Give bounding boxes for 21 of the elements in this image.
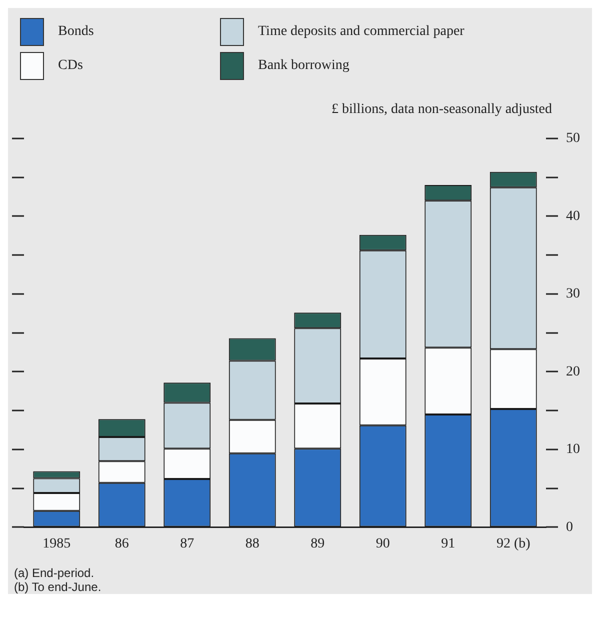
- legend-label: Time deposits and commercial paper: [258, 24, 464, 40]
- y-axis-title: £ billions, data non-seasonally adjusted: [330, 101, 553, 119]
- y-tick-label: 30: [566, 286, 580, 302]
- text: (b) To end-June.: [14, 580, 102, 594]
- x-tick-label: 86: [114, 536, 129, 552]
- legend-label: CDs: [58, 58, 83, 74]
- y-tick-label: 50: [566, 131, 580, 146]
- x-tick-label: 87: [180, 536, 194, 552]
- x-tick-label: 91: [441, 536, 456, 552]
- legend-label: Bank borrowing: [258, 58, 350, 74]
- y-tick-label: 20: [566, 364, 580, 380]
- x-tick-label: 90: [376, 536, 390, 552]
- y-tick-label: 10: [566, 442, 580, 458]
- x-tick-label: 92 (b): [496, 536, 531, 552]
- x-tick-label: 88: [245, 536, 260, 552]
- y-tick-label: 40: [566, 208, 580, 224]
- y-tick-label: 0: [566, 520, 573, 535]
- x-tick-label: 89: [310, 536, 325, 552]
- legend-label: Bonds: [58, 24, 94, 40]
- text: (a) End-period.: [14, 566, 96, 580]
- x-tick-label: 1985: [42, 536, 71, 552]
